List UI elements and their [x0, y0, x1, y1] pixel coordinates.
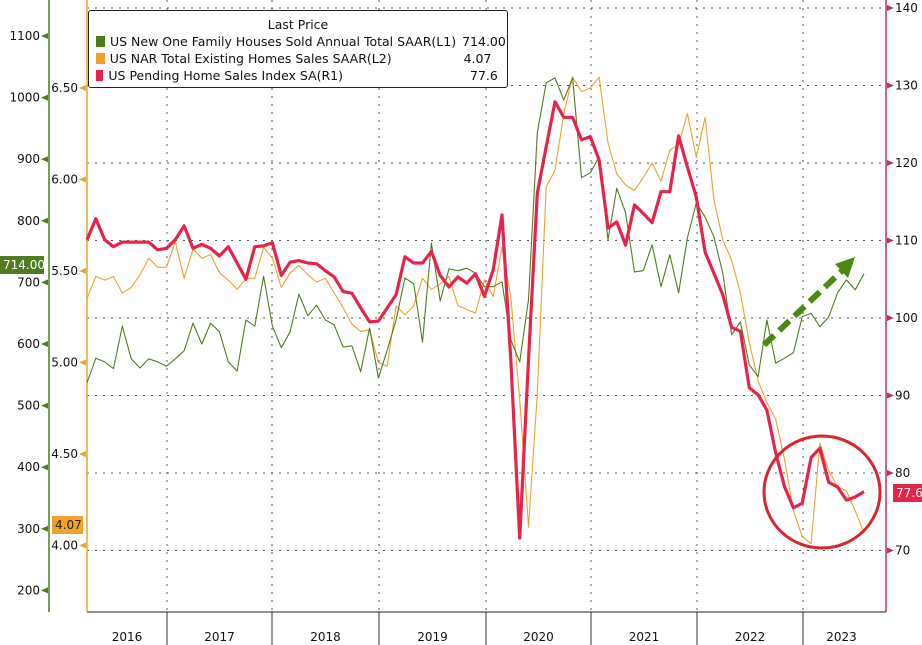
l1-tick-label: 1100 [9, 29, 40, 43]
l1-tick [41, 94, 48, 101]
r1-tick-label: 100 [895, 311, 918, 325]
l2-tick [79, 359, 86, 366]
legend-item: US Pending Home Sales Index SA (R1) 77.6 [89, 67, 507, 84]
r1-tick-label: 140 [895, 1, 918, 15]
existing-home-sales-line [86, 76, 865, 545]
highlight-ellipse [762, 434, 882, 550]
r1-tick-label: 70 [895, 544, 910, 558]
r1-tick-label: 130 [895, 79, 918, 93]
l2-tick-label: 6.00 [51, 173, 78, 187]
trend-arrow-head [835, 257, 855, 278]
legend-label: US Pending Home Sales Index SA [108, 68, 317, 83]
l2-tick-label: 5.50 [51, 264, 78, 278]
l1-tick [41, 402, 48, 409]
r1-tick [887, 547, 894, 554]
r1-tick [887, 160, 894, 166]
l1-tick-label: 600 [17, 337, 40, 351]
l2-tick [79, 85, 86, 91]
r1-tick [887, 470, 894, 476]
l1-tick-label: 900 [17, 152, 40, 166]
x-tick-label: 2020 [523, 630, 554, 644]
x-tick-label: 2018 [310, 630, 341, 644]
legend-swatch [96, 70, 104, 81]
legend-item: US NAR Total Existing Homes Sales SAAR (… [89, 50, 507, 67]
x-tick-label: 2019 [417, 630, 448, 644]
legend-label: US New One Family Houses Sold Annual Tot… [109, 34, 432, 49]
r1-tick-label: 110 [895, 234, 918, 248]
l1-tick-label: 400 [17, 460, 40, 474]
r1-tick [887, 82, 894, 89]
l1-tick [41, 156, 48, 163]
x-tick-label: 2017 [204, 630, 235, 644]
r1-tick [887, 392, 894, 399]
l1-tick [41, 587, 48, 594]
legend-swatch [96, 53, 105, 64]
legend-axis: (L1) [431, 34, 457, 49]
legend-label: US NAR Total Existing Homes Sales SAAR [109, 51, 367, 66]
x-tick-label: 2016 [112, 630, 143, 644]
l1-tick [41, 279, 48, 286]
l2-tick-label: 4.50 [51, 447, 78, 461]
l1-last-value-tag: 714.00 [0, 256, 45, 274]
r1-last-value-tag: 77.6 [893, 484, 922, 502]
legend-value: 4.07 [463, 51, 492, 66]
l1-tick-label: 1000 [9, 91, 40, 105]
pending-home-sales-line [85, 100, 865, 540]
l1-tick-label: 500 [17, 399, 40, 413]
annotations [761, 257, 882, 550]
l1-tick-label: 800 [17, 214, 40, 228]
l1-tick [41, 217, 48, 224]
legend: Last Price US New One Family Houses Sold… [88, 10, 508, 88]
legend-axis: (R1) [316, 68, 344, 83]
l2-tick-label: 5.00 [51, 356, 78, 370]
new-home-sales-line [86, 77, 865, 383]
l1-tick [41, 33, 48, 39]
x-tick-label: 2022 [735, 630, 766, 644]
x-tick-label: 2023 [826, 630, 857, 644]
series-lines [85, 76, 865, 545]
r1-tick [887, 237, 894, 244]
l1-tick-label: 300 [17, 522, 40, 536]
l2-tick-label: 6.50 [51, 81, 78, 95]
l2-last-value-tag: 4.07 [52, 516, 83, 534]
l1-tick-label: 200 [17, 583, 40, 597]
l1-tick [41, 464, 48, 471]
r1-tick [887, 5, 894, 11]
l2-tick [79, 176, 86, 183]
l2-tick-label: 4.00 [51, 539, 78, 553]
legend-axis: (L2) [366, 51, 392, 66]
r1-tick [887, 315, 894, 321]
r1-tick-label: 120 [895, 156, 918, 170]
legend-item: US New One Family Houses Sold Annual Tot… [89, 33, 507, 50]
l2-tick [79, 268, 86, 274]
l1-tick [41, 341, 48, 347]
r1-tick-label: 80 [895, 466, 910, 480]
axes: 2016 2017 2018 2019 2020 2021 2022 2023 200 300 40… [9, 0, 918, 645]
l2-tick [79, 542, 86, 549]
r1-tick-label: 90 [895, 389, 910, 403]
trend-arrow-shaft [761, 265, 848, 348]
x-tick-label: 2021 [629, 630, 660, 644]
l1-tick [41, 525, 48, 532]
legend-swatch [96, 36, 105, 47]
l1-tick-label: 700 [17, 275, 40, 289]
legend-title: Last Price [267, 17, 329, 32]
l2-tick [79, 451, 86, 457]
gridlines [87, 0, 886, 612]
legend-value: 77.6 [470, 68, 498, 83]
legend-value: 714.00 [462, 34, 506, 49]
